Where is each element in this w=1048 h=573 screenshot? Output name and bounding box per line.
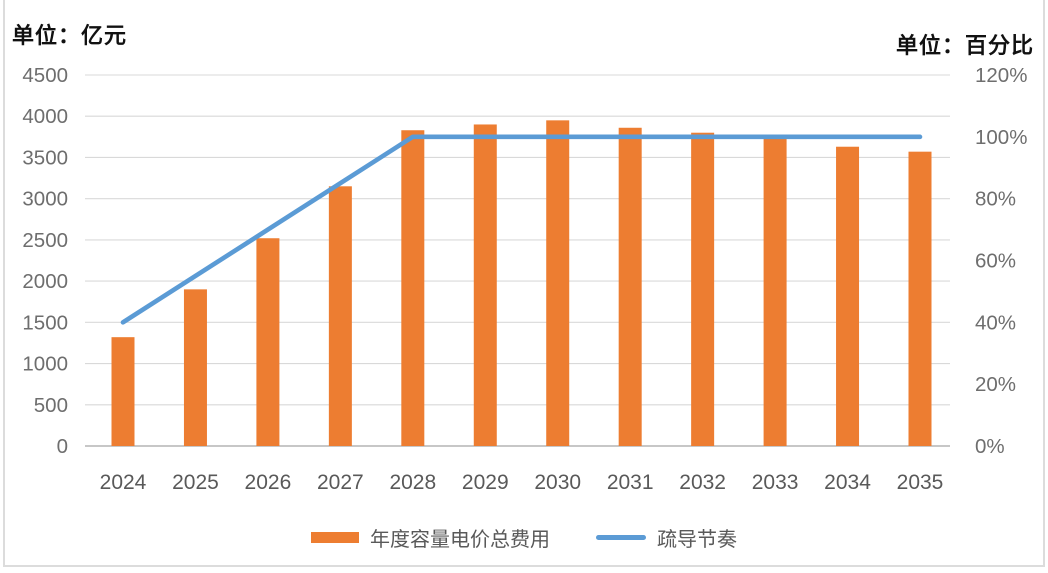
right-axis-tick-label: 100% [975,126,1027,149]
right-axis-tick-label: 60% [975,250,1016,273]
bar-2032 [691,132,715,446]
bar-2035 [908,151,932,446]
bar-2024 [111,337,135,446]
bar-2031 [618,127,642,447]
right-axis-tick-label: 40% [975,311,1016,334]
x-axis-tick-label: 2024 [100,471,147,494]
right-axis-tick-label: 20% [975,373,1016,396]
right-axis-tick-label: 120% [975,64,1027,87]
left-axis-tick-label: 2500 [22,229,68,252]
x-axis-tick-label: 2035 [897,471,944,494]
left-axis-tick-label: 1500 [22,311,68,334]
x-axis-tick-label: 2033 [752,471,799,494]
bar-2034 [836,146,860,446]
left-axis-unit-title: 单位：亿元 [12,23,128,48]
left-axis-tick-label: 1000 [22,353,68,376]
x-axis-tick-label: 2028 [389,471,436,494]
left-axis-tick-label: 4000 [22,105,68,128]
legend-item-line-series: 疏导节奏 [596,523,737,552]
x-axis-tick-label: 2034 [824,471,871,494]
bar-2028 [401,130,425,446]
right-axis-tick-label: 0% [975,435,1005,458]
plot-area: 0 500 1000 1500 2000 2500 3000 3500 4000 4500 0% 20… [22,64,1027,494]
left-axis-tick-label: 2000 [22,270,68,293]
legend: 年度容量电价总费用 疏导节奏 [0,523,1048,552]
legend-line-swatch-icon [596,535,646,540]
bar-2030 [546,120,570,446]
x-axis-tick-label: 2027 [317,471,364,494]
x-axis-tick-label: 2032 [679,471,726,494]
right-axis-tick-label: 80% [975,188,1016,211]
x-axis-tick-label: 2029 [462,471,509,494]
bar-2029 [473,124,497,446]
left-axis-tick-label: 3000 [22,188,68,211]
x-axis-tick-label: 2031 [607,471,654,494]
bar-2026 [256,238,280,446]
bar-2033 [763,138,787,446]
legend-bar-swatch-icon [311,532,359,543]
left-axis-tick-label: 3500 [22,146,68,169]
x-axis-tick-label: 2025 [172,471,219,494]
line-series [120,134,923,325]
legend-item-bar-series: 年度容量电价总费用 [311,523,550,552]
right-axis-unit-title: 单位：百分比 [895,33,1034,58]
bar-2027 [328,186,352,447]
x-axis-tick-label: 2026 [245,471,292,494]
left-axis-tick-label: 0 [57,435,68,458]
left-axis-tick-label: 500 [34,394,68,417]
left-axis-tick-label: 4500 [22,64,68,87]
bar-2025 [183,289,207,446]
x-axis-tick-label: 2030 [534,471,581,494]
legend-bar-label: 年度容量电价总费用 [370,529,550,551]
legend-line-label: 疏导节奏 [657,529,737,551]
